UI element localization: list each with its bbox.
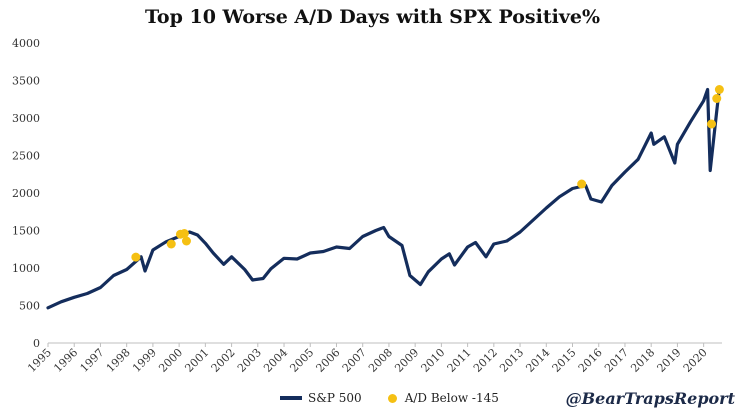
x-tick-label: 2013 [497,346,526,375]
legend-item-sp500: S&P 500 [280,391,362,405]
x-tick-label: 2003 [235,346,264,375]
y-axis: 0 500 1000 1500 2000 2500 3000 3500 4000 [12,37,40,350]
ad-marker-point [714,85,724,94]
ad-marker-point [707,119,717,129]
legend-dot-swatch [387,393,397,403]
x-tick-label: 2009 [392,346,421,375]
x-tick-label: 2015 [550,346,579,375]
y-tick-label: 500 [19,300,40,313]
y-tick-label: 3000 [12,112,40,125]
ad-marker-point [166,239,176,249]
x-tick-label: 1999 [130,346,159,375]
ad-marker-point [179,229,189,238]
x-tick-label: 2000 [156,346,185,375]
x-tick-label: 2011 [445,346,474,375]
y-tick-label: 2000 [12,187,40,200]
ad-marker-point [131,252,141,262]
y-tick-label: 4000 [12,37,40,50]
y-tick-label: 0 [33,337,40,350]
x-tick-label: 2002 [209,346,238,375]
x-tick-label: 2010 [419,346,448,375]
chart-title: Top 10 Worse A/D Days with SPX Positive% [144,6,601,28]
ad-marker-point [181,236,191,246]
y-tick-label: 1500 [12,225,40,238]
legend: S&P 500 A/D Below -145 [280,391,525,405]
x-tick-label: 1998 [104,346,133,375]
x-tick-label: 2019 [655,346,684,375]
x-tick-label: 2005 [287,346,316,375]
y-tick-label: 2500 [12,150,40,163]
x-tick-label: 2017 [602,346,631,375]
x-tick-label: 2014 [523,346,552,375]
x-tick-label: 2008 [366,346,395,375]
x-tick-label: 2016 [576,346,605,375]
series-line-sp500 [46,86,721,310]
y-tick-label: 1000 [12,262,40,275]
legend-line-swatch [280,396,302,400]
legend-label-sp500: S&P 500 [308,391,362,405]
series-lines [46,86,721,310]
y-tick-label: 3500 [12,75,40,88]
x-tick-label: 1996 [51,346,80,375]
x-tick-label: 2020 [681,346,710,375]
legend-item-ad: A/D Below -145 [387,391,499,405]
x-tick-label: 2012 [471,346,500,375]
x-tick-label: 1997 [78,346,107,375]
x-tick-label: 2004 [261,346,290,375]
ad-marker-point [712,94,722,103]
x-tick-label: 2018 [628,346,657,375]
ad-marker-point [577,179,587,189]
legend-label-ad: A/D Below -145 [404,391,499,405]
series-markers [131,85,724,262]
x-axis: 1995199619971998199920002001200220032004… [25,342,722,375]
watermark: @BearTrapsReport [565,389,735,408]
x-tick-label: 2001 [182,346,211,375]
x-tick-label: 2007 [340,346,369,375]
x-tick-label: 1995 [25,346,54,375]
x-tick-label: 2006 [314,346,343,375]
